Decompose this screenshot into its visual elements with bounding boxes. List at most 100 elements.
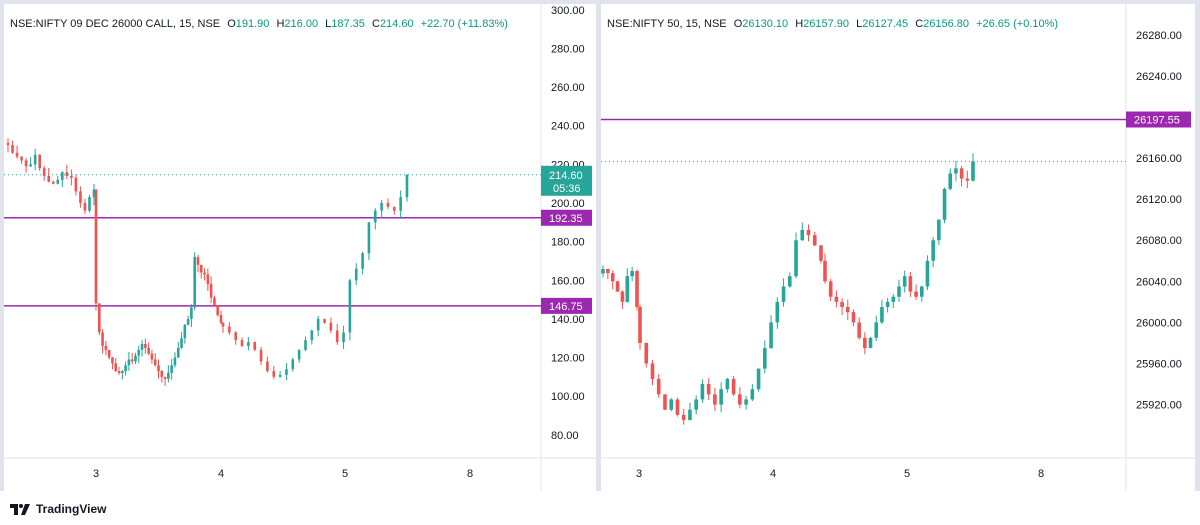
high-value: 216.00 — [284, 18, 319, 30]
candle-body — [304, 340, 307, 350]
candle-body — [656, 378, 661, 395]
candle-body — [373, 210, 377, 223]
candle-body — [190, 307, 193, 319]
candle-body — [121, 371, 124, 373]
candle-body — [828, 281, 833, 297]
chart-canvas-option[interactable]: 300.00280.00260.00240.00220.00200.00180.… — [4, 4, 596, 491]
candle-body — [94, 189, 98, 304]
candle-body — [380, 202, 383, 211]
candle-body — [625, 276, 630, 302]
candle-body — [630, 271, 634, 277]
candle-body — [868, 337, 873, 349]
candle-body — [88, 197, 91, 211]
candle-body — [857, 322, 861, 338]
chart-pane-index[interactable]: 26280.0026240.0026200.0026160.0026120.00… — [601, 4, 1195, 491]
hline-price-label: 192.35 — [549, 213, 583, 225]
y-tick-label: 200.00 — [551, 198, 585, 210]
candle-body — [15, 152, 19, 157]
candle-body — [272, 371, 276, 377]
legend-option: NSE:NIFTY 09 DEC 26000 CALL, 15, NSE O19… — [10, 18, 508, 30]
candle-body — [33, 154, 37, 165]
candle-body — [367, 222, 371, 254]
candle-body — [130, 359, 134, 362]
candle-body — [919, 286, 924, 297]
candle-body — [291, 359, 295, 370]
x-tick-label: 5 — [342, 468, 348, 480]
candle-body — [615, 281, 620, 292]
y-tick-label: 280.00 — [551, 43, 585, 55]
candle-body — [297, 349, 301, 360]
candle-body — [6, 142, 10, 146]
countdown-label: 05:36 — [553, 183, 581, 195]
candle-body — [971, 161, 975, 181]
candle-body — [806, 229, 811, 236]
candle-body — [167, 372, 170, 379]
candle-body — [176, 347, 180, 358]
hline-price-tag — [541, 209, 592, 226]
candle-body — [193, 257, 196, 308]
x-tick-label: 5 — [904, 468, 910, 480]
y-tick-label: 160.00 — [551, 275, 585, 287]
y-tick-label: 120.00 — [551, 353, 585, 365]
legend-index: NSE:NIFTY 50, 15, NSE O26130.10 H26157.9… — [607, 18, 1058, 30]
candle-body — [219, 315, 223, 323]
candle-body — [845, 307, 850, 313]
candle-body — [650, 363, 655, 379]
candle-body — [694, 399, 698, 410]
candle-body — [117, 371, 121, 373]
symbol-label[interactable]: NSE:NIFTY 09 DEC 26000 CALL, 15, NSE — [10, 18, 221, 30]
candle-body — [725, 378, 730, 390]
candle-body — [819, 245, 823, 261]
candle-body — [775, 301, 780, 323]
y-tick-label: 260.00 — [551, 82, 585, 94]
candle-body — [124, 365, 127, 372]
candle-body — [948, 173, 953, 189]
candle-body — [787, 276, 792, 287]
candle-body — [891, 296, 896, 302]
candle-body — [240, 340, 244, 346]
candle-body — [74, 177, 78, 192]
candle-body — [134, 355, 137, 362]
close-key: C — [915, 18, 924, 30]
last-price-label: 214.60 — [549, 170, 583, 182]
symbol-label[interactable]: NSE:NIFTY 50, 15, NSE — [607, 18, 727, 30]
candle-body — [620, 291, 625, 302]
candle-body — [107, 349, 111, 358]
candle-body — [278, 374, 282, 377]
low-value: 187.35 — [331, 18, 365, 30]
y-tick-label: 26160.00 — [1136, 153, 1182, 165]
candle-body — [253, 342, 257, 350]
candle-body — [342, 332, 345, 343]
candle-body — [925, 260, 930, 287]
x-tick-label: 8 — [1038, 468, 1044, 480]
low-value: 26127.45 — [862, 18, 909, 30]
candle-body — [606, 269, 610, 274]
hline-price-tag — [1126, 111, 1191, 128]
candle-body — [706, 384, 711, 395]
candle-body — [203, 272, 206, 275]
close-key: C — [371, 18, 380, 30]
candle-body — [675, 399, 680, 415]
candle-body — [65, 172, 69, 176]
candle-body — [738, 394, 742, 405]
candle-body — [92, 189, 96, 198]
candle-body — [700, 384, 705, 400]
candle-body — [144, 344, 147, 348]
candle-body — [361, 253, 364, 269]
high-key: H — [795, 18, 804, 30]
candle-body — [688, 409, 692, 420]
candle-body — [965, 178, 970, 181]
candle-body — [908, 276, 913, 292]
y-tick-label: 140.00 — [551, 314, 585, 326]
tradingview-brand[interactable]: TradingView — [36, 502, 107, 516]
chart-pane-option[interactable]: 300.00 280.00 260.00 240.00 220.00 200.00 180.… — [4, 4, 596, 491]
candle-body — [83, 202, 87, 211]
close-value: 214.60 — [379, 18, 414, 30]
candle-body — [329, 322, 333, 331]
high-value: 26157.90 — [803, 18, 850, 30]
y-tick-label: 100.00 — [551, 391, 585, 403]
chart-canvas-index[interactable]: 26280.0026240.0026200.0026160.0026120.00… — [601, 4, 1195, 491]
candle-body — [38, 154, 41, 169]
candle-body — [97, 303, 101, 333]
x-tick-label: 3 — [93, 468, 99, 480]
